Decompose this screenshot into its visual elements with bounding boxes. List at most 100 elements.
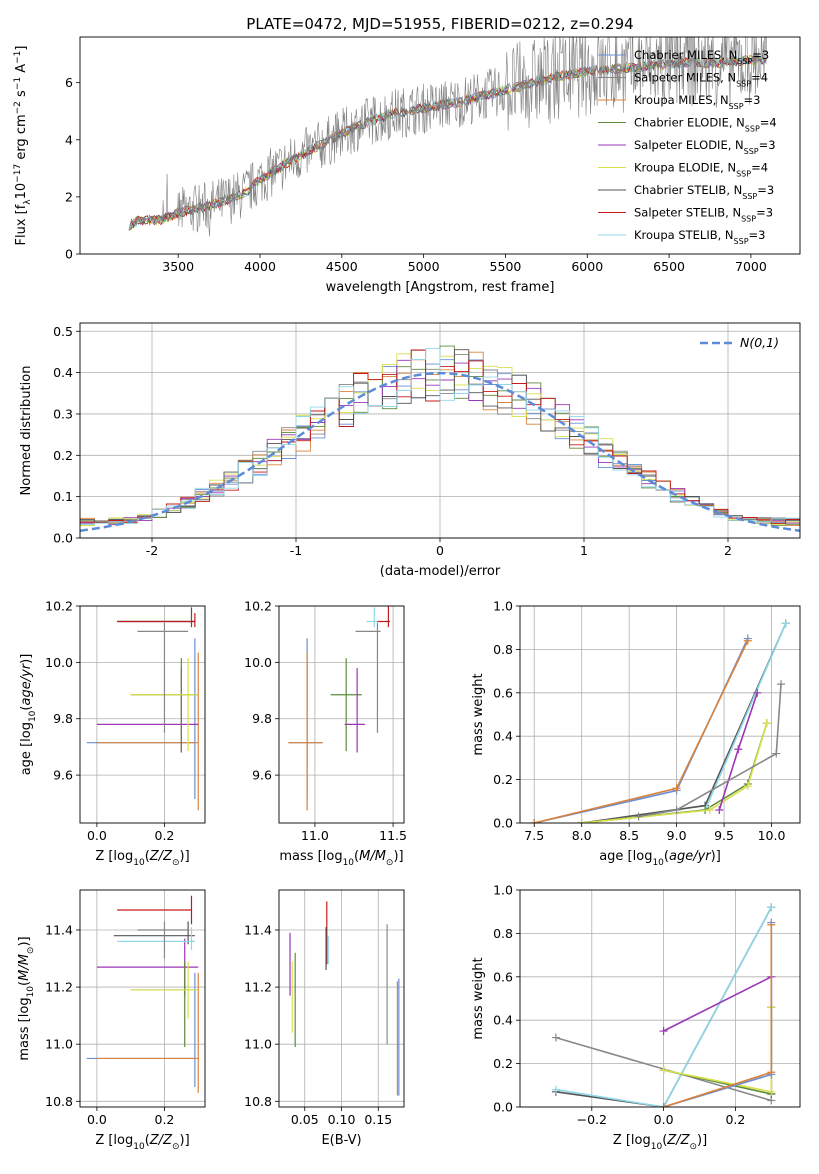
y-tick-label: 6 [65,75,73,90]
x-tick-label: 8.5 [619,828,639,843]
mass-weight-line [581,722,768,823]
y-tick-label: 9.8 [252,711,272,726]
x-tick-label: 3500 [162,259,194,274]
axes-frame [519,605,801,824]
y-tick-label: 10.0 [244,655,272,670]
x-tick-label: 0.0 [87,1112,107,1127]
x-tick-label: 0 [436,543,444,558]
plus-marker [753,688,762,697]
normal-reference-curve [80,371,800,533]
x-axis-label: Z [log10(Z/Z⊙)] [613,1133,707,1152]
x-tick-label: 10.0 [758,828,786,843]
plot-area-weight_vs_Z [551,903,776,1107]
y-tick-label: 10.0 [45,655,73,670]
y-tick-label: 1.0 [493,883,513,898]
mass-weight-line [534,638,749,823]
axes-frame [79,605,206,824]
x-tick-label: −0.2 [577,1112,607,1127]
plus-marker [715,805,724,814]
x-tick-label: 7000 [735,259,767,274]
mass-weight-line [638,684,782,818]
x-axis-label: mass [log10(M/M⊙)] [279,849,403,868]
y-tick-label: 0.8 [493,926,513,941]
legend-entry: Kroupa MILES, NSSP=3 [634,93,760,111]
legend-entry: Chabrier STELIB, NSSP=3 [634,183,774,201]
panel-age_vs_mass: 11.0 11.5 9.6 9.8 10.0 10.2 mass [log10(M/M⊙)] [244,599,407,869]
y-tick-label: 11.2 [244,980,272,995]
x-tick-label: 0.05 [291,1112,319,1127]
y-tick-label: 11.2 [45,980,73,995]
y-tick-label: 0.5 [53,324,73,339]
x-tick-label: 9.0 [667,828,687,843]
panel-residuals: -2 -1 0 1 2 0.0 0.1 0.2 0.3 0.4 0.5 (data-model)/er… [19,322,801,579]
model-spectrum-line [128,54,767,231]
plus-marker [577,819,586,823]
panel-weight_vs_Z: −0.2 0.0 0.2 0.0 0.2 0.4 0.6 0.8 1.0 Z [log10(Z/Z… [471,883,801,1152]
mass-weight-line [555,907,773,1107]
x-tick-label: 0.2 [155,1112,175,1127]
legend-entry: Salpeter ELODIE, NSSP=3 [634,138,776,156]
plot-area-age_vs_mass [288,606,390,811]
x-tick-label: 5000 [408,259,440,274]
x-tick-label: 0.15 [364,1112,392,1127]
legend-entry: Salpeter MILES, NSSP=4 [634,71,768,89]
legend-entry: N(0,1) [740,335,779,350]
y-tick-label: 0.2 [53,448,73,463]
x-tick-label: 0.0 [87,828,107,843]
x-tick-label: 5500 [490,259,522,274]
y-tick-label: 9.6 [53,768,73,783]
y-tick-label: 0.2 [493,1056,513,1071]
x-tick-label: 7.5 [524,828,544,843]
y-tick-label: 0.0 [53,531,73,546]
legend-entry: Salpeter STELIB, NSSP=3 [634,206,773,224]
mass-weight-line [581,722,768,823]
y-axis-label: mass weight [471,957,486,1039]
y-tick-label: 0 [65,247,73,262]
histogram-step-line [80,348,800,525]
y-axis-label: Flux [fλ10−17 erg cm−2 s−1 A−1] [13,46,33,246]
plus-marker [743,636,752,645]
plus-marker [672,805,681,814]
legend-entry: Chabrier ELODIE, NSSP=4 [634,116,777,134]
plot-area-residuals [80,345,800,533]
x-tick-label: 8.0 [572,828,592,843]
y-tick-label: 11.4 [45,922,73,937]
axes-frame [79,322,801,539]
y-tick-label: 0.4 [53,365,73,380]
x-tick-label: 0.0 [654,1112,674,1127]
x-tick-label: -2 [146,543,158,558]
plus-marker [705,805,714,814]
plus-marker [551,1033,560,1042]
y-axis-label: mass [log10(M/M⊙)] [17,936,36,1060]
y-tick-label: 10.8 [244,1094,272,1109]
plus-marker [767,903,776,912]
y-tick-label: 0.6 [493,685,513,700]
panel-mass_vs_Z: 0.0 0.2 10.8 11.0 11.2 11.4 Z [log10(Z/Z⊙)] mas… [17,889,206,1152]
x-axis-label: Z [log10(Z/Z⊙)] [95,849,189,868]
mass-weight-line [581,623,787,823]
x-axis-label: E(B-V) [321,1133,361,1148]
plus-marker [767,920,776,929]
plot-area-age_vs_Z [86,607,199,811]
plus-marker [659,1103,668,1107]
axes-frame [519,889,801,1108]
plot-area-mass_vs_Z [86,895,199,1093]
y-axis-label: age [log10(age/yr)] [19,654,38,776]
y-tick-label: 9.6 [252,768,272,783]
plus-marker [762,719,771,728]
observed-spectrum-line [128,37,767,237]
x-tick-label: 4500 [326,259,358,274]
x-axis-label: wavelength [Angstrom, rest frame] [326,280,555,295]
x-tick-label: 6000 [571,259,603,274]
x-tick-label: 0.2 [725,1112,745,1127]
y-tick-label: 11.4 [244,922,272,937]
x-axis-label: Z [log10(Z/Z⊙)] [95,1133,189,1152]
y-tick-label: 0.4 [493,729,513,744]
x-tick-label: -1 [290,543,302,558]
plot-area-weight_vs_age [530,619,790,823]
y-tick-label: 0.3 [53,406,73,421]
plus-marker [634,812,643,821]
y-tick-label: 4 [65,132,73,147]
y-tick-label: 2 [65,189,73,204]
